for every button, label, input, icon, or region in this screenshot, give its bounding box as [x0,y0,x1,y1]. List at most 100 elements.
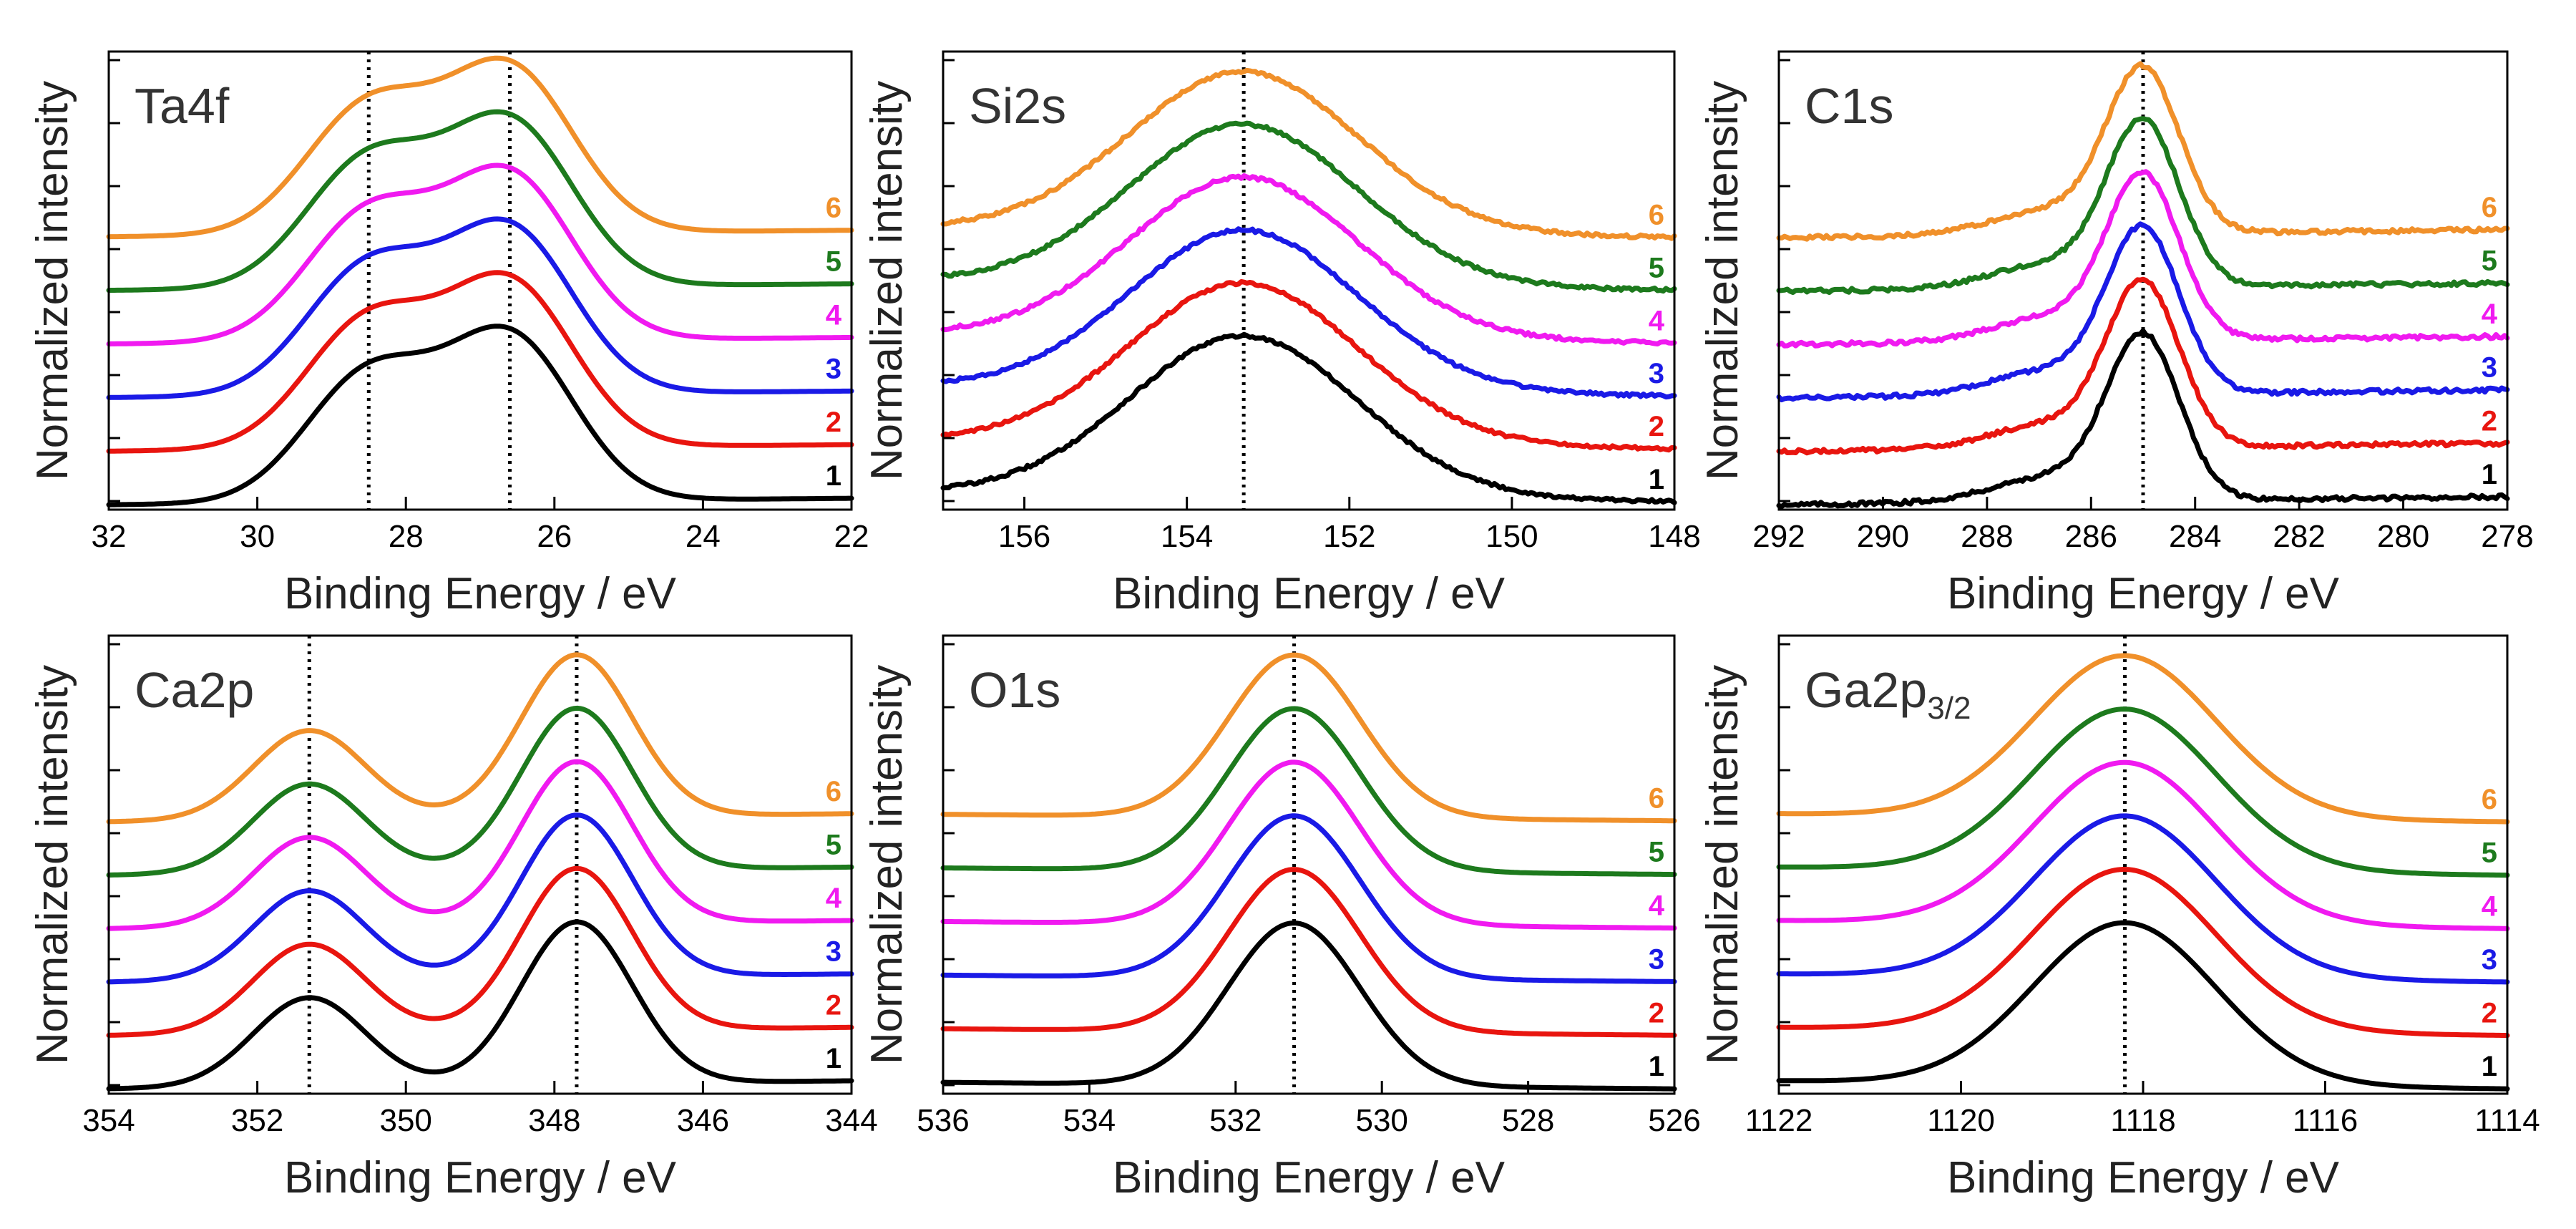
y-axis-label: Normalized intensity [28,81,77,480]
x-tick-label: 344 [825,1103,877,1138]
series-line-2 [106,865,854,1038]
panel-title: Ta4f [135,78,230,134]
y-axis-label: Normalized intensity [1698,665,1747,1064]
series-line-3 [1776,221,2510,403]
series-label-2: 2 [2482,998,2497,1029]
plot-frame [942,50,1676,511]
series-line-1 [1776,328,2510,510]
x-axis-label: Binding Energy / eV [1947,569,2340,618]
series-line-4 [106,162,854,346]
series-label-2: 2 [1649,411,1664,442]
series-line-5 [106,109,854,293]
series-line-6 [940,67,1677,241]
x-tick-label: 26 [537,519,572,554]
x-tick-label: 534 [1063,1103,1116,1138]
panel-c1s: 1 2 3 4 5 6 292 290 288 286 284 282 280 278 C1s Binding… [1698,50,2534,618]
x-tick-label: 532 [1209,1103,1262,1138]
x-tick-label: 290 [1857,519,1909,554]
series-label-3: 3 [1649,358,1664,389]
series-line-1 [940,920,1677,1092]
x-tick-label: 288 [1961,519,2013,554]
series-label-4: 4 [1649,305,1665,336]
x-tick-label: 154 [1161,519,1213,554]
series-line-2 [940,279,1677,453]
x-tick-label: 530 [1355,1103,1407,1138]
x-tick-label: 1114 [2474,1103,2540,1138]
series-line-5 [1776,116,2510,295]
panel-title: Ga2p3/2 [1805,662,1971,726]
series-label-2: 2 [826,407,841,438]
series-label-6: 6 [2482,784,2497,815]
x-tick-label: 1116 [2293,1103,2358,1138]
x-axis-label: Binding Energy / eV [284,1153,677,1203]
plot-frame [1777,50,2509,511]
y-axis-label: Normalized intensity [862,81,912,480]
x-tick-label: 536 [917,1103,969,1138]
series-label-6: 6 [826,193,841,224]
series-label-1: 1 [826,1043,841,1074]
x-tick-label: 346 [677,1103,729,1138]
series-line-1 [1776,920,2510,1092]
series-label-5: 5 [826,829,841,860]
series-line-2 [940,867,1677,1038]
x-tick-label: 282 [2273,519,2325,554]
series-label-5: 5 [2482,837,2497,869]
series-line-4 [106,759,854,931]
x-tick-label: 1118 [2110,1103,2175,1138]
series-label-3: 3 [2482,352,2497,384]
series-label-5: 5 [1649,837,1664,868]
plot-frame [942,634,1676,1095]
series-line-6 [106,652,854,825]
series-line-3 [940,226,1677,400]
series-label-4: 4 [1649,890,1665,922]
series-label-5: 5 [2482,245,2497,276]
series-line-4 [940,173,1677,346]
x-tick-label: 286 [2065,519,2117,554]
series-label-1: 1 [2482,459,2497,490]
x-tick-label: 156 [998,519,1050,554]
series-line-4 [1776,759,2510,931]
series-label-1: 1 [2482,1051,2497,1082]
x-tick-label: 32 [92,519,127,554]
y-axis-label: Normalized intensity [862,665,912,1064]
panel-ta4f: 1 2 3 4 5 6 32 30 28 26 24 22 Ta4f Binding Energy / e… [28,50,869,618]
series-label-2: 2 [826,989,841,1021]
x-tick-label: 348 [528,1103,580,1138]
x-tick-label: 528 [1502,1103,1554,1138]
x-tick-label: 1120 [1927,1103,1995,1138]
x-tick-label: 150 [1485,519,1538,554]
series-line-3 [106,216,854,400]
x-tick-label: 24 [686,519,721,554]
x-tick-label: 278 [2481,519,2533,554]
series-label-5: 5 [826,246,841,278]
series-label-3: 3 [2482,944,2497,976]
x-tick-label: 152 [1323,519,1375,554]
y-axis-label: Normalized intensity [1698,81,1747,480]
panel-ca2p: 1 2 3 4 5 6 354 352 350 348 346 344 Ca2p Binding Ener… [28,634,878,1203]
panel-title: O1s [969,662,1060,718]
series-label-2: 2 [2482,405,2497,437]
series-label-6: 6 [826,776,841,807]
panel-ga2p: 1 2 3 4 5 6 1122 1120 1118 1116 1114 Ga2p3/2 Binding… [1698,634,2540,1203]
series-label-3: 3 [826,353,841,384]
series-line-4 [940,759,1677,931]
series-line-2 [1776,276,2510,456]
panel-title-subscript: 3/2 [1927,691,1971,726]
series-line-5 [940,706,1677,878]
series-line-1 [940,331,1677,505]
series-label-3: 3 [826,936,841,968]
series-line-6 [1776,61,2510,242]
x-tick-label: 284 [2169,519,2221,554]
x-tick-label: 352 [231,1103,283,1138]
x-tick-label: 280 [2377,519,2429,554]
series-label-6: 6 [1649,200,1664,231]
series-line-6 [940,652,1677,824]
series-line-3 [106,812,854,985]
x-axis-label: Binding Energy / eV [1113,569,1506,618]
series-label-4: 4 [826,883,842,914]
series-line-2 [106,270,854,454]
panel-title: C1s [1805,78,1893,134]
panel-title: Si2s [969,78,1066,134]
series-line-1 [106,919,854,1092]
